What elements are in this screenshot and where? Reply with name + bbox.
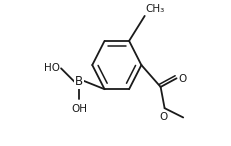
Text: CH₃: CH₃ — [145, 4, 165, 14]
Text: O: O — [179, 74, 187, 84]
Text: OH: OH — [71, 104, 87, 114]
Text: O: O — [160, 112, 168, 122]
Text: HO: HO — [44, 63, 61, 73]
Text: B: B — [75, 75, 83, 88]
